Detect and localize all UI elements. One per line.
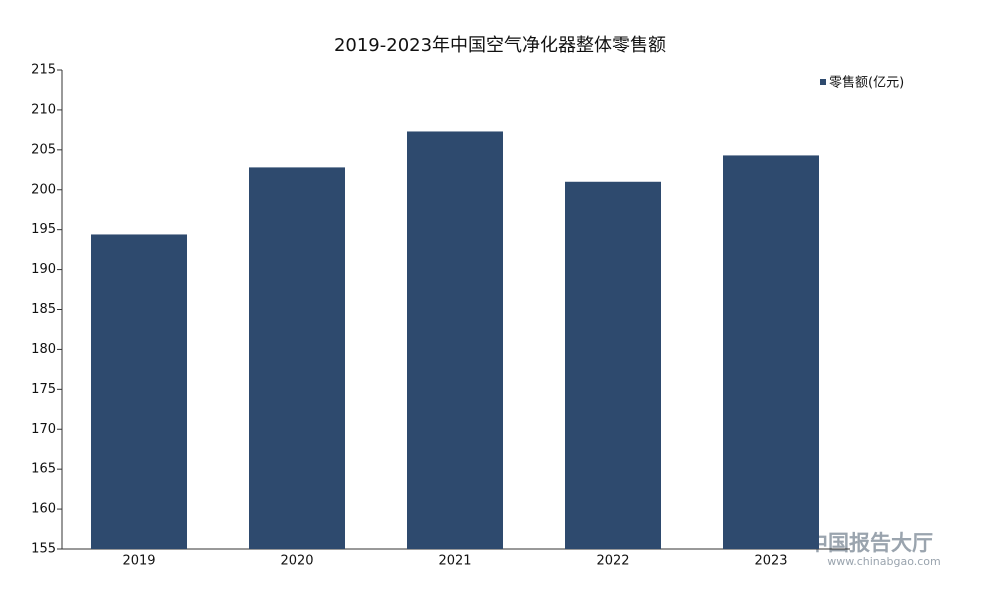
- y-tick-label: 210: [31, 102, 56, 117]
- legend-label: 零售额(亿元): [829, 75, 904, 91]
- watermark-name: 中国报告大厅: [807, 531, 933, 555]
- x-tick-label: 2021: [438, 554, 471, 569]
- y-tick-label: 185: [31, 302, 56, 317]
- y-tick-label: 205: [31, 142, 56, 157]
- y-tick-label: 215: [31, 63, 56, 78]
- x-tick-label: 2020: [280, 554, 313, 569]
- y-tick-label: 155: [31, 542, 56, 557]
- bar: [249, 167, 345, 549]
- legend-swatch: [820, 79, 826, 85]
- y-tick-label: 165: [31, 462, 56, 477]
- x-tick-label: 2019: [122, 554, 155, 569]
- y-tick-label: 190: [31, 262, 56, 277]
- y-tick-label: 195: [31, 222, 56, 237]
- y-tick-label: 170: [31, 422, 56, 437]
- watermark-url: www.chinabgao.com: [827, 555, 941, 568]
- bar: [723, 155, 819, 549]
- bar: [565, 181, 661, 549]
- y-tick-label: 180: [31, 342, 56, 357]
- y-tick-label: 160: [31, 502, 56, 517]
- chart-title: 2019-2023年中国空气净化器整体零售额: [334, 35, 666, 56]
- x-tick-label: 2023: [754, 554, 787, 569]
- bar: [407, 131, 503, 549]
- bar: [91, 234, 187, 549]
- y-tick-label: 200: [31, 182, 56, 197]
- y-tick-label: 175: [31, 382, 56, 397]
- x-tick-label: 2022: [596, 554, 629, 569]
